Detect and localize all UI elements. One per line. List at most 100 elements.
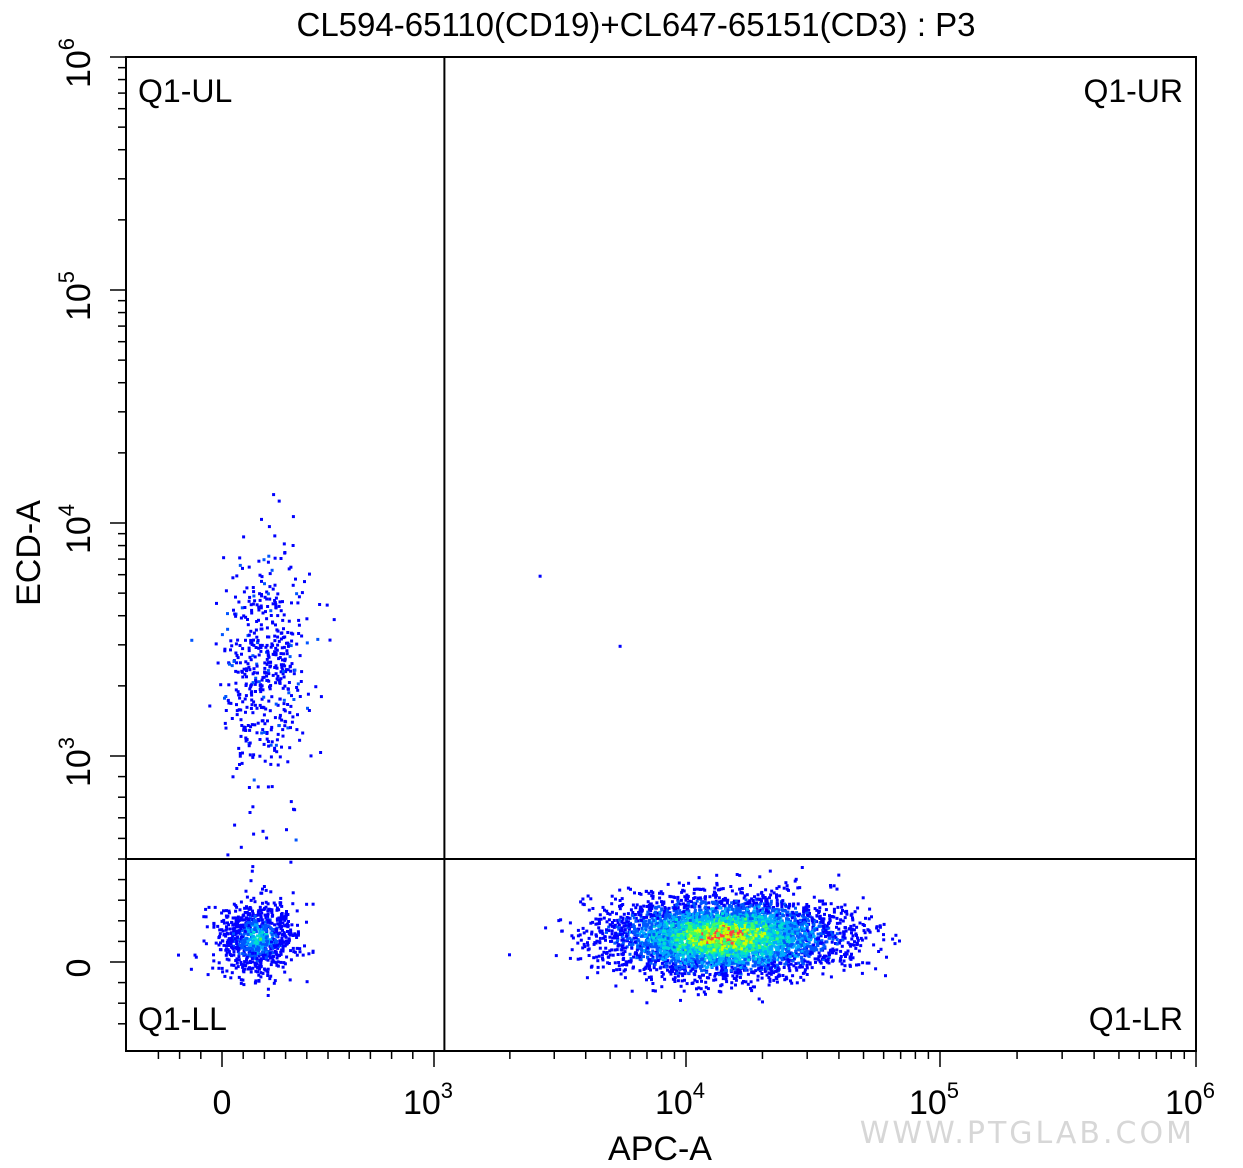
data-point-population-3 bbox=[765, 897, 769, 901]
data-point-population-2 bbox=[241, 969, 245, 973]
data-point-population-2 bbox=[228, 927, 232, 931]
data-point-population-3 bbox=[632, 916, 636, 920]
data-point-population-1 bbox=[242, 728, 246, 732]
data-point-population-2 bbox=[289, 958, 293, 962]
data-point-population-1 bbox=[265, 674, 269, 678]
data-point-population-3 bbox=[707, 906, 711, 910]
data-point-population-2 bbox=[177, 953, 180, 957]
data-point-population-1 bbox=[239, 845, 243, 849]
data-point-population-2 bbox=[235, 945, 239, 949]
data-point-population-1 bbox=[274, 653, 278, 657]
data-point-population-3 bbox=[678, 911, 682, 915]
data-point-population-3 bbox=[817, 955, 821, 959]
data-point-population-3 bbox=[819, 934, 823, 938]
data-point-population-1 bbox=[262, 713, 266, 717]
data-point-population-3 bbox=[816, 944, 820, 947]
data-point-population-1 bbox=[255, 664, 259, 668]
data-point-population-3 bbox=[660, 975, 664, 979]
data-point-population-3 bbox=[576, 941, 580, 945]
data-point-population-3 bbox=[646, 900, 650, 904]
data-point-population-1 bbox=[246, 618, 249, 621]
data-point-population-3 bbox=[844, 926, 847, 930]
data-point-population-3 bbox=[596, 965, 600, 969]
data-point-population-3 bbox=[852, 928, 856, 932]
data-point-population-3 bbox=[732, 901, 735, 905]
data-point-population-3 bbox=[703, 964, 707, 968]
data-point-population-3 bbox=[645, 1001, 649, 1005]
data-point-population-3 bbox=[850, 943, 854, 947]
data-point-population-2 bbox=[249, 898, 253, 902]
data-point-population-3 bbox=[605, 928, 608, 932]
data-point-population-3 bbox=[627, 927, 631, 931]
data-point-population-1 bbox=[296, 688, 300, 692]
data-point-population-1 bbox=[260, 579, 263, 583]
data-point-population-2 bbox=[253, 914, 257, 918]
data-point-population-3 bbox=[728, 949, 731, 953]
data-point-population-3 bbox=[683, 904, 687, 908]
data-point-population-3 bbox=[712, 954, 716, 958]
data-point-population-2 bbox=[241, 952, 245, 956]
data-point-population-3 bbox=[639, 934, 643, 938]
data-point-population-3 bbox=[670, 955, 674, 958]
data-point-population-1 bbox=[273, 746, 277, 750]
data-point-population-3 bbox=[768, 911, 772, 915]
data-point-population-1 bbox=[245, 586, 249, 590]
data-point-population-2 bbox=[262, 957, 266, 960]
data-point-population-3 bbox=[693, 973, 697, 977]
data-point-population-3 bbox=[828, 936, 832, 940]
data-point-population-1 bbox=[240, 606, 244, 610]
data-point-population-3 bbox=[725, 961, 729, 965]
data-point-population-3 bbox=[659, 951, 663, 955]
data-point-population-3 bbox=[839, 938, 843, 942]
data-point-population-3 bbox=[579, 900, 583, 904]
data-point-population-3 bbox=[683, 895, 687, 899]
data-point-population-2 bbox=[261, 950, 265, 954]
data-point-population-3 bbox=[819, 948, 823, 952]
data-point-population-3 bbox=[738, 910, 742, 913]
data-point-population-2 bbox=[216, 924, 220, 928]
data-point-population-3 bbox=[737, 905, 741, 909]
data-point-population-2 bbox=[269, 944, 273, 948]
data-point-population-2 bbox=[301, 953, 305, 957]
data-point-population-3 bbox=[601, 905, 605, 909]
data-point-population-3 bbox=[658, 891, 661, 895]
data-point-population-3 bbox=[797, 961, 801, 965]
data-point-population-1 bbox=[265, 597, 269, 601]
data-point-population-1 bbox=[247, 744, 251, 748]
data-point-population-2 bbox=[248, 960, 252, 964]
data-point-population-1 bbox=[235, 709, 239, 713]
data-point-population-3 bbox=[706, 987, 710, 991]
data-point-population-3 bbox=[803, 929, 806, 933]
data-point-population-3 bbox=[769, 893, 773, 897]
data-point-population-1 bbox=[289, 704, 293, 708]
data-point-population-3 bbox=[751, 936, 755, 940]
data-point-population-2 bbox=[267, 950, 271, 953]
data-point-population-2 bbox=[266, 924, 270, 928]
data-point-population-1 bbox=[250, 643, 254, 646]
data-point-population-1 bbox=[226, 698, 230, 702]
data-point-population-2 bbox=[247, 930, 251, 934]
data-point-population-3 bbox=[713, 900, 717, 904]
data-point-population-3 bbox=[722, 971, 726, 975]
data-point-population-2 bbox=[258, 905, 262, 909]
data-point-population-1 bbox=[279, 637, 283, 641]
data-point-population-3 bbox=[714, 978, 718, 982]
data-point-population-1 bbox=[276, 614, 280, 618]
data-point-population-1 bbox=[275, 750, 279, 754]
data-point-population-3 bbox=[677, 937, 681, 941]
data-point-population-3 bbox=[638, 923, 642, 927]
data-point-population-1 bbox=[269, 684, 273, 687]
data-point-population-1 bbox=[273, 534, 277, 538]
data-point-population-1 bbox=[244, 694, 248, 698]
data-point-population-1 bbox=[260, 517, 263, 521]
data-point-population-3 bbox=[622, 939, 626, 943]
data-point-population-3 bbox=[718, 888, 721, 892]
data-point-population-1 bbox=[267, 554, 271, 558]
data-point-population-1 bbox=[238, 644, 242, 647]
data-point-population-3 bbox=[616, 918, 620, 922]
data-point-population-1 bbox=[276, 678, 280, 682]
data-point-population-1 bbox=[269, 645, 273, 649]
data-point-population-2 bbox=[261, 971, 265, 975]
data-point-population-1 bbox=[234, 651, 238, 655]
data-point-population-1 bbox=[267, 654, 270, 658]
